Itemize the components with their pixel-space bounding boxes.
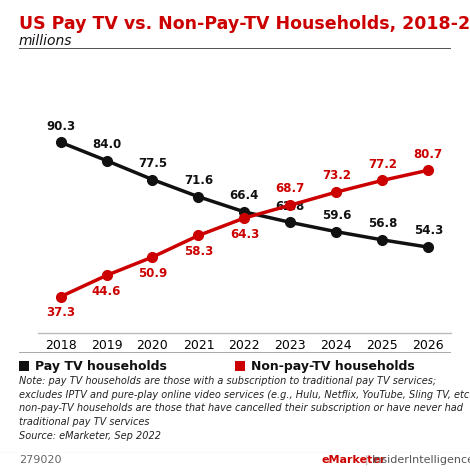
Text: 90.3: 90.3 [46, 120, 75, 133]
Text: |: | [364, 455, 368, 465]
Text: 68.7: 68.7 [276, 182, 305, 196]
Text: InsiderIntelligence.com: InsiderIntelligence.com [372, 455, 470, 465]
Text: 77.2: 77.2 [368, 158, 397, 171]
Text: 54.3: 54.3 [414, 224, 443, 238]
Text: 59.6: 59.6 [321, 209, 351, 222]
Text: 73.2: 73.2 [322, 170, 351, 182]
Text: 64.3: 64.3 [230, 228, 259, 241]
Text: 66.4: 66.4 [230, 189, 259, 202]
Text: US Pay TV vs. Non-Pay-TV Households, 2018-2026: US Pay TV vs. Non-Pay-TV Households, 201… [19, 15, 470, 33]
Text: 279020: 279020 [19, 455, 61, 465]
Text: 62.8: 62.8 [276, 200, 305, 213]
Text: 44.6: 44.6 [92, 285, 121, 298]
Text: millions: millions [19, 34, 72, 48]
Text: eMarketer: eMarketer [322, 455, 386, 465]
Text: 58.3: 58.3 [184, 245, 213, 258]
Text: Non-pay-TV households: Non-pay-TV households [251, 360, 415, 373]
Text: Pay TV households: Pay TV households [35, 360, 167, 373]
Text: Note: pay TV households are those with a subscription to traditional pay TV serv: Note: pay TV households are those with a… [19, 376, 470, 441]
Text: 56.8: 56.8 [368, 217, 397, 230]
Text: 84.0: 84.0 [92, 138, 121, 151]
Text: 77.5: 77.5 [138, 157, 167, 170]
Text: 80.7: 80.7 [414, 148, 443, 161]
Text: 71.6: 71.6 [184, 174, 213, 187]
Text: 37.3: 37.3 [46, 306, 75, 319]
Text: 50.9: 50.9 [138, 267, 167, 280]
